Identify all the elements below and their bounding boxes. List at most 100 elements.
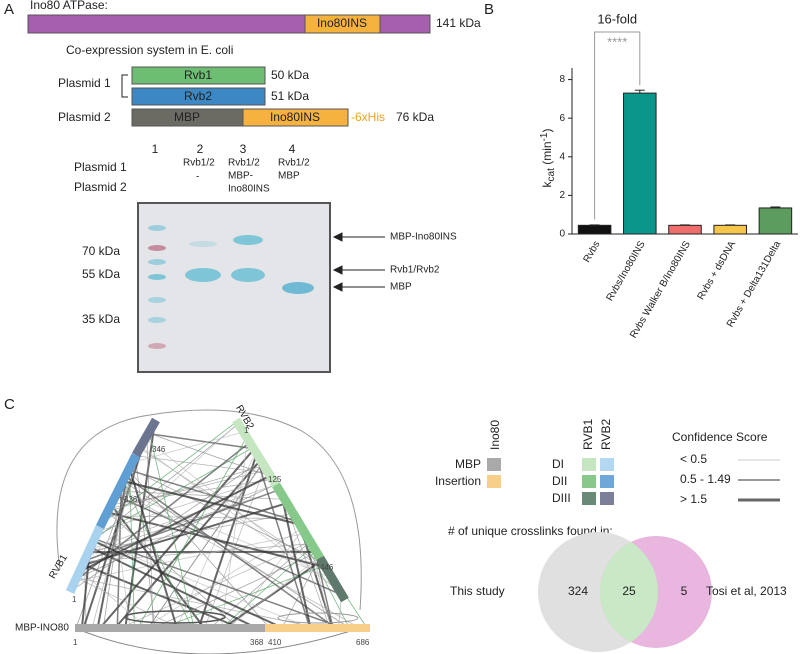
ins-bar xyxy=(242,108,349,127)
crosslink xyxy=(124,480,300,526)
size-label: 141 kDa xyxy=(436,16,481,30)
annotation: 16-fold xyxy=(597,11,637,26)
crosslink xyxy=(75,447,143,629)
x-tick-label: Rvbs + Delta131Delta xyxy=(725,239,784,329)
legend-swatch xyxy=(487,458,501,471)
crosslink xyxy=(137,437,247,629)
residue-label: 686 xyxy=(356,638,370,647)
bracket xyxy=(121,74,128,98)
crosslink xyxy=(124,482,350,629)
crosslink xyxy=(280,495,312,629)
crosslink-arc xyxy=(74,627,361,654)
x-tick-label: Rvbs xyxy=(582,239,603,264)
crosslink xyxy=(221,439,249,629)
crosslink xyxy=(130,469,298,523)
bar xyxy=(623,92,657,235)
ino80-title: Ino80 ATPase: xyxy=(30,0,108,12)
marker-label: 55 kDa xyxy=(82,267,120,281)
ins-label: Ino80INS xyxy=(317,16,367,30)
self-link xyxy=(124,610,226,624)
size-label: 76 kDa xyxy=(396,110,434,124)
row-label: Plasmid 2 xyxy=(74,180,127,194)
y-tick-label: 4 xyxy=(559,151,565,162)
marker-label: 70 kDa xyxy=(82,244,120,258)
ins-domain xyxy=(304,14,381,34)
crosslink xyxy=(70,460,262,592)
protein-strips xyxy=(65,417,370,632)
y-label-part: (min xyxy=(540,141,554,168)
legend-swatch xyxy=(487,475,501,488)
crosslink xyxy=(135,460,156,629)
crosslink xyxy=(153,552,317,629)
significance-bracket xyxy=(594,31,641,220)
protein-label: MBP-INO80 xyxy=(15,623,69,634)
y-label-part: -1 xyxy=(539,132,550,141)
legend-item: DII xyxy=(552,474,567,488)
size-label: 51 kDa xyxy=(271,89,309,103)
crosslink xyxy=(283,499,331,629)
lane-number: 2 xyxy=(197,142,204,156)
crosslink xyxy=(80,570,148,629)
crosslink xyxy=(117,495,343,596)
plasmid-label: Plasmid 1 xyxy=(58,76,111,90)
residue-label: 346 xyxy=(152,445,166,454)
confidence-lines xyxy=(738,459,780,502)
crosslink xyxy=(131,468,323,563)
crosslink xyxy=(149,432,254,450)
venn-label: Tosi et al, 2013 xyxy=(706,584,787,598)
panel-label: A xyxy=(4,1,14,18)
crosslink xyxy=(79,475,271,573)
y-tick-label: 2 xyxy=(559,190,565,201)
crosslink xyxy=(77,577,319,629)
crosslink xyxy=(162,565,325,629)
rvb2-bar xyxy=(131,87,266,106)
crosslink xyxy=(113,479,273,505)
lane-content: Rvb1/2 xyxy=(278,158,310,169)
y-axis-label: kcat (min-1) xyxy=(539,129,557,188)
legend-item: Insertion xyxy=(435,474,481,488)
y-tick-label: 8 xyxy=(559,74,565,85)
crosslink xyxy=(80,552,91,629)
crosslink xyxy=(75,441,251,582)
legend-header: RVB2 xyxy=(599,419,613,450)
residue-label: 1 xyxy=(73,638,78,647)
rvb1-bar xyxy=(131,66,266,85)
bar xyxy=(668,224,702,235)
lane-content: Ino80INS xyxy=(228,184,270,195)
residue-label: 446 xyxy=(320,563,334,572)
plasmid-label: Plasmid 2 xyxy=(58,110,111,124)
residue-label: 368 xyxy=(250,638,264,647)
y-tick-label: 0 xyxy=(559,229,565,240)
x-tick-label: Rvbs/Ino80INS xyxy=(605,239,648,303)
lane-number: 3 xyxy=(240,142,247,156)
residue-label: 1 xyxy=(244,426,249,435)
arrow-label: MBP xyxy=(390,282,412,293)
crosslink xyxy=(146,439,340,591)
crosslink xyxy=(95,540,311,629)
lane-content: - xyxy=(196,172,199,183)
crosslink xyxy=(75,533,305,582)
crosslink xyxy=(85,543,311,562)
lane-content: MBP- xyxy=(228,171,253,182)
y-tick-label: 6 xyxy=(559,113,565,124)
y-label-part: cat xyxy=(546,168,557,182)
crosslink xyxy=(222,560,322,629)
legend-item: DI xyxy=(552,457,564,471)
crosslink xyxy=(226,557,320,629)
residue-label: 1 xyxy=(72,595,77,604)
size-label: 50 kDa xyxy=(271,68,309,82)
fusion-part: MBP xyxy=(174,110,200,124)
y-label-part: ) xyxy=(540,129,554,133)
gel-arrows xyxy=(332,232,385,292)
crosslink xyxy=(105,421,238,521)
system-title: Co-expression system in E. coli xyxy=(66,43,233,57)
crosslink xyxy=(85,422,239,561)
crosslink xyxy=(94,540,284,629)
domain-swatches xyxy=(582,458,614,505)
tag-label: -6xHis xyxy=(351,110,385,124)
venn-label: This study xyxy=(450,584,505,598)
panel-label: C xyxy=(4,396,15,413)
fusion-part: Ino80INS xyxy=(270,110,320,124)
arrow-label: Rvb1/Rvb2 xyxy=(390,265,440,276)
crosslink xyxy=(149,432,271,477)
